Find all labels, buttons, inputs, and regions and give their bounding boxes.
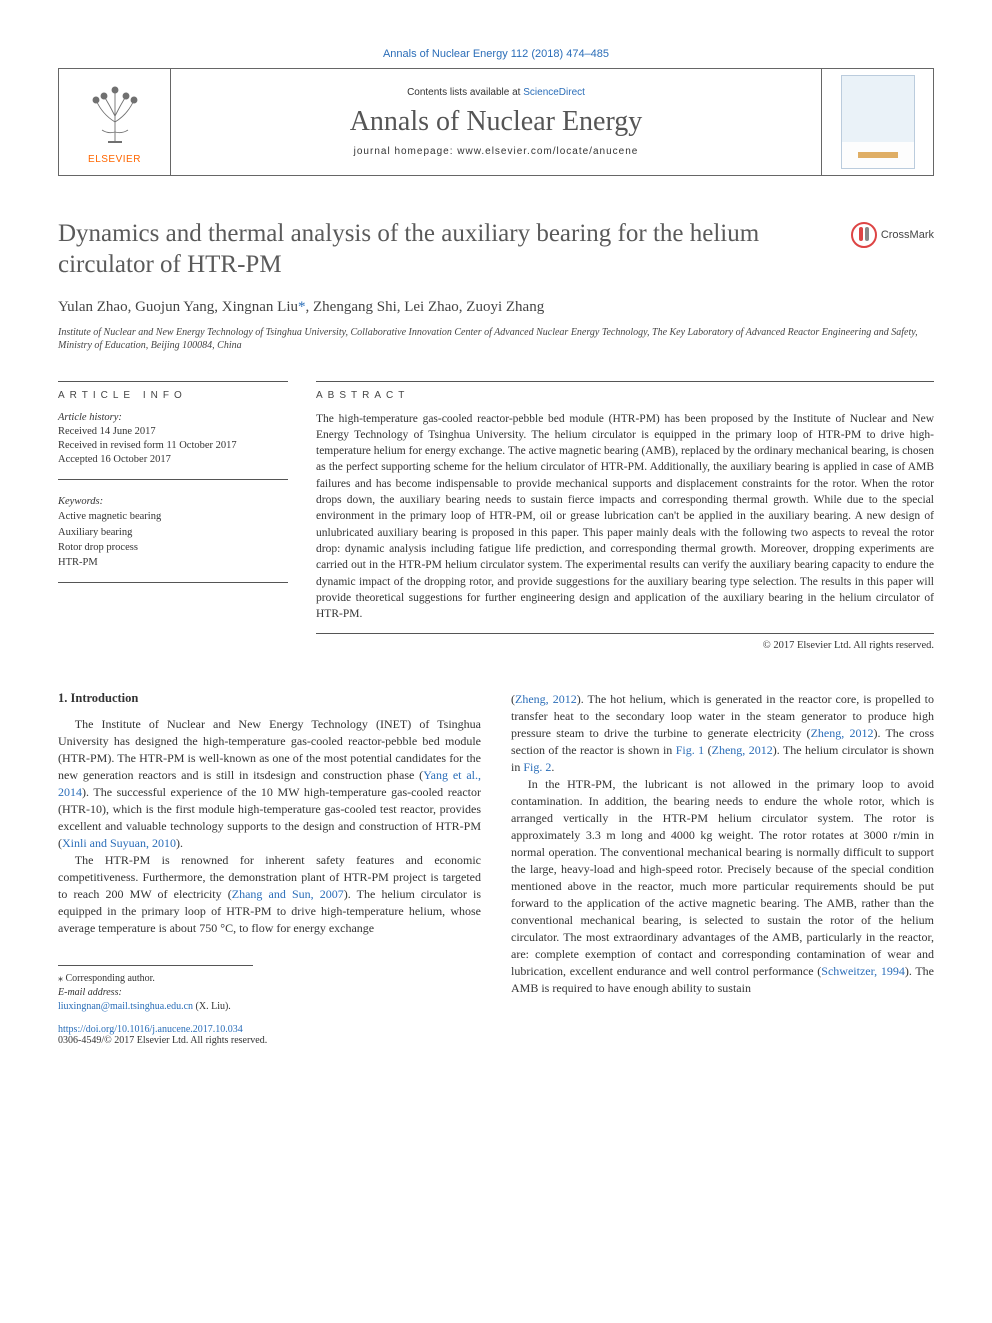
history-revised: Received in revised form 11 October 2017 xyxy=(58,439,288,453)
citation-link[interactable]: Schweitzer, 1994 xyxy=(821,964,905,978)
history-received: Received 14 June 2017 xyxy=(58,425,288,439)
journal-header-box: ELSEVIER Contents lists available at Sci… xyxy=(58,68,934,176)
contents-available-line: Contents lists available at ScienceDirec… xyxy=(407,87,585,98)
keyword: Auxiliary bearing xyxy=(58,525,288,540)
crossmark-icon xyxy=(851,222,877,248)
corresponding-author-marker: * xyxy=(298,299,306,315)
abstract-column: ABSTRACT The high-temperature gas-cooled… xyxy=(316,381,934,651)
abstract-text: The high-temperature gas-cooled reactor-… xyxy=(316,411,934,634)
history-label: Article history: xyxy=(58,411,288,425)
intro-paragraph-1: The Institute of Nuclear and New Energy … xyxy=(58,716,481,852)
elsevier-tree-icon xyxy=(80,80,150,150)
citation-link[interactable]: Zheng, 2012 xyxy=(811,726,874,740)
affiliation: Institute of Nuclear and New Energy Tech… xyxy=(58,326,934,353)
email-line: E-mail address: liuxingnan@mail.tsinghua… xyxy=(58,986,253,1014)
left-column: 1. Introduction The Institute of Nuclear… xyxy=(58,691,481,1046)
keyword: Active magnetic bearing xyxy=(58,509,288,524)
journal-homepage: journal homepage: www.elsevier.com/locat… xyxy=(354,146,639,157)
abstract-copyright: © 2017 Elsevier Ltd. All rights reserved… xyxy=(316,640,934,651)
p-text: ( xyxy=(704,743,711,757)
authors-part2: , Zhengang Shi, Lei Zhao, Zuoyi Zhang xyxy=(306,299,545,315)
keywords-block: Keywords: Active magnetic bearing Auxili… xyxy=(58,494,288,583)
paper-title: Dynamics and thermal analysis of the aux… xyxy=(58,218,831,281)
sciencedirect-link[interactable]: ScienceDirect xyxy=(523,87,585,98)
p-text: ). xyxy=(176,836,183,850)
doi-link[interactable]: https://doi.org/10.1016/j.anucene.2017.1… xyxy=(58,1024,481,1035)
history-accepted: Accepted 16 October 2017 xyxy=(58,453,288,467)
contents-prefix: Contents lists available at xyxy=(407,87,523,98)
figure-link[interactable]: Fig. 1 xyxy=(676,743,704,757)
intro-paragraph-2: The HTR-PM is renowned for inherent safe… xyxy=(58,852,481,937)
authors-part1: Yulan Zhao, Guojun Yang, Xingnan Liu xyxy=(58,299,298,315)
citation-link[interactable]: Xinli and Suyuan, 2010 xyxy=(62,836,176,850)
crossmark-badge[interactable]: CrossMark xyxy=(851,222,934,248)
publisher-logo-cell: ELSEVIER xyxy=(59,69,171,175)
issn-copyright: 0306-4549/© 2017 Elsevier Ltd. All right… xyxy=(58,1035,481,1046)
article-history: Article history: Received 14 June 2017 R… xyxy=(58,411,288,481)
article-info-heading: ARTICLE INFO xyxy=(58,381,288,401)
keywords-label: Keywords: xyxy=(58,494,288,509)
p-text: . xyxy=(551,760,554,774)
author-email-link[interactable]: liuxingnan@mail.tsinghua.edu.cn xyxy=(58,1001,193,1012)
intro-paragraph-3: In the HTR-PM, the lubricant is not allo… xyxy=(511,776,934,997)
authors: Yulan Zhao, Guojun Yang, Xingnan Liu*, Z… xyxy=(58,299,934,316)
citation-link[interactable]: Zhang and Sun, 2007 xyxy=(232,887,344,901)
keyword: Rotor drop process xyxy=(58,540,288,555)
journal-header-center: Contents lists available at ScienceDirec… xyxy=(171,69,821,175)
citation-link[interactable]: Zheng, 2012 xyxy=(515,692,577,706)
email-label: E-mail address: xyxy=(58,987,122,998)
journal-cover-cell xyxy=(821,69,933,175)
footnotes: ⁎ Corresponding author. E-mail address: … xyxy=(58,965,253,1014)
p-text: In the HTR-PM, the lubricant is not allo… xyxy=(511,777,934,978)
top-citation[interactable]: Annals of Nuclear Energy 112 (2018) 474–… xyxy=(58,48,934,60)
email-suffix: (X. Liu). xyxy=(193,1001,231,1012)
intro-paragraph-2-cont: (Zheng, 2012). The hot helium, which is … xyxy=(511,691,934,776)
journal-cover-thumbnail-icon xyxy=(841,75,915,169)
corresponding-author-note: ⁎ Corresponding author. xyxy=(58,972,253,986)
crossmark-label: CrossMark xyxy=(881,229,934,241)
citation-link[interactable]: Zheng, 2012 xyxy=(712,743,773,757)
article-info-column: ARTICLE INFO Article history: Received 1… xyxy=(58,381,288,651)
journal-name: Annals of Nuclear Energy xyxy=(350,106,643,138)
right-column: (Zheng, 2012). The hot helium, which is … xyxy=(511,691,934,1046)
publisher-name: ELSEVIER xyxy=(88,154,141,165)
abstract-heading: ABSTRACT xyxy=(316,381,934,401)
section-1-heading: 1. Introduction xyxy=(58,691,481,706)
figure-link[interactable]: Fig. 2 xyxy=(523,760,551,774)
p-text: The Institute of Nuclear and New Energy … xyxy=(58,717,481,782)
keyword: HTR-PM xyxy=(58,555,288,570)
body-columns: 1. Introduction The Institute of Nuclear… xyxy=(58,691,934,1046)
